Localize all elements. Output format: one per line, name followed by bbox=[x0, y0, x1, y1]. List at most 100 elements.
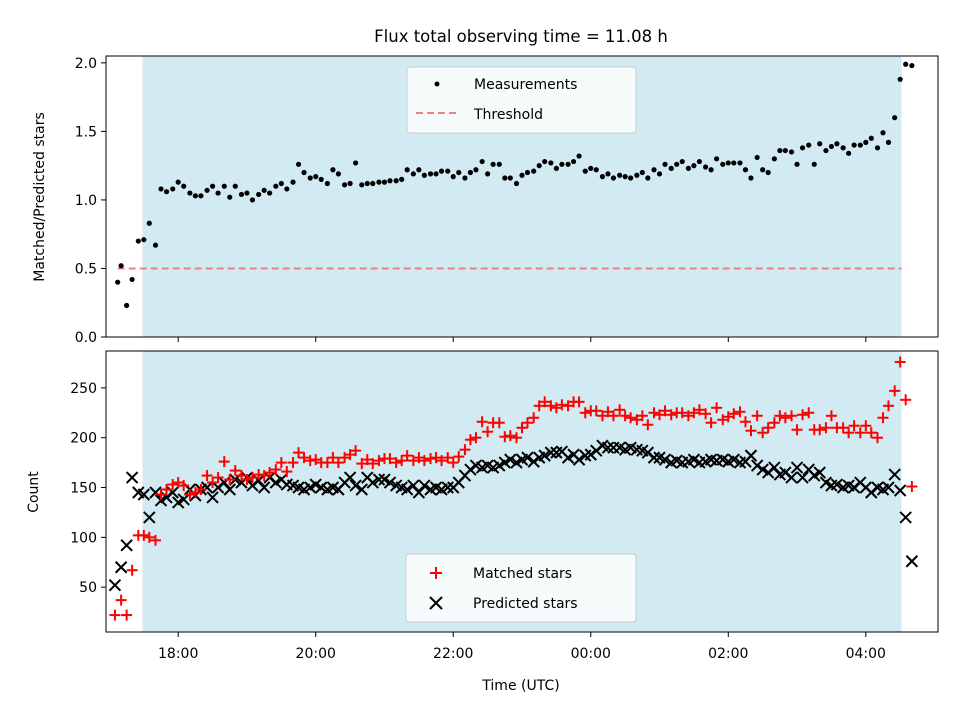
measurement-point bbox=[152, 242, 159, 248]
matched-star-marker bbox=[442, 452, 454, 464]
legend-measurements-marker bbox=[434, 81, 440, 87]
count-y-tick-label: 100 bbox=[70, 530, 97, 546]
measurement-point bbox=[874, 145, 881, 151]
measurement-point bbox=[170, 186, 176, 192]
matched-star-marker bbox=[504, 430, 516, 442]
count-x-tick-label: 22:00 bbox=[433, 646, 473, 662]
predicted-star-marker bbox=[601, 441, 615, 454]
matched-star-marker bbox=[768, 417, 780, 429]
matched-star-marker bbox=[779, 412, 791, 424]
measurement-point bbox=[731, 160, 737, 166]
measurement-point bbox=[720, 161, 726, 167]
matched-star-marker bbox=[550, 402, 562, 414]
measurement-point bbox=[462, 175, 468, 181]
measurement-point bbox=[485, 171, 491, 177]
matched-star-marker bbox=[665, 409, 677, 421]
matched-star-marker bbox=[722, 411, 734, 423]
measurement-point bbox=[851, 142, 857, 148]
predicted-star-marker bbox=[257, 481, 271, 494]
measurement-point bbox=[588, 165, 594, 171]
measurement-point bbox=[124, 302, 130, 309]
measurement-point bbox=[570, 158, 577, 165]
count-y-tick-label: 250 bbox=[70, 381, 97, 397]
predicted-star-marker bbox=[744, 449, 758, 462]
matched-star-marker bbox=[356, 458, 368, 470]
predicted-star-marker bbox=[888, 468, 901, 481]
matched-star-marker bbox=[619, 410, 631, 422]
matched-star-marker bbox=[700, 408, 712, 420]
measurement-point bbox=[473, 167, 479, 173]
measurement-point bbox=[387, 178, 393, 184]
matched-star-marker bbox=[246, 472, 258, 484]
matched-star-marker bbox=[235, 470, 247, 482]
matched-star-marker bbox=[155, 488, 167, 500]
predicted-star-marker bbox=[383, 476, 397, 489]
matched-star-marker bbox=[734, 406, 746, 418]
predicted-star-marker bbox=[527, 455, 540, 468]
measurement-point bbox=[696, 158, 703, 165]
ratio-y-tick-label: 0.5 bbox=[75, 261, 97, 277]
measurement-point bbox=[811, 161, 817, 167]
measurement-point bbox=[370, 180, 376, 187]
measurement-point bbox=[863, 139, 869, 145]
matched-star-marker bbox=[654, 409, 666, 421]
measurement-point bbox=[445, 168, 451, 174]
matched-star-marker bbox=[189, 486, 201, 498]
matched-star-marker bbox=[281, 466, 293, 478]
predicted-star-marker bbox=[768, 461, 781, 474]
matched-star-marker bbox=[705, 417, 717, 429]
measurement-point bbox=[725, 160, 731, 166]
measurement-point bbox=[204, 187, 210, 193]
predicted-star-marker bbox=[464, 463, 477, 476]
measurement-point bbox=[806, 142, 812, 148]
count-x-tick-label: 04:00 bbox=[846, 646, 886, 662]
count-panel: 50 100 150 200 250 18:00 20:00 22:00 00:00 02:00… bbox=[26, 350, 939, 694]
measurement-point bbox=[261, 187, 267, 193]
measurement-point bbox=[748, 175, 754, 181]
matched-star-marker bbox=[339, 452, 351, 464]
legend-matched-marker bbox=[430, 567, 442, 579]
measurement-point bbox=[158, 186, 164, 192]
measurement-points bbox=[115, 61, 915, 309]
measurement-point bbox=[215, 190, 221, 196]
count-x-tick-label: 00:00 bbox=[571, 646, 611, 662]
measurement-point bbox=[823, 147, 829, 154]
measurement-point bbox=[559, 161, 565, 167]
matched-star-marker bbox=[401, 450, 413, 462]
predicted-star-marker bbox=[521, 451, 534, 464]
chart-title: Flux total observing time = 11.08 h bbox=[374, 27, 668, 46]
matched-star-marker bbox=[533, 400, 545, 412]
predicted-stars-points bbox=[108, 439, 919, 592]
predicted-star-marker bbox=[412, 486, 426, 499]
matched-star-marker bbox=[659, 405, 671, 417]
measurement-point bbox=[771, 156, 777, 162]
matched-star-marker bbox=[693, 404, 705, 416]
matched-star-marker bbox=[786, 410, 798, 422]
measurement-point bbox=[502, 175, 508, 181]
predicted-star-marker bbox=[114, 561, 128, 574]
measurement-point bbox=[610, 175, 617, 181]
predicted-star-marker bbox=[790, 461, 804, 474]
ratio-axes-frame bbox=[105, 55, 939, 338]
matched-star-marker bbox=[161, 484, 173, 496]
matched-star-marker bbox=[843, 427, 855, 439]
measurement-point bbox=[880, 130, 886, 136]
matched-star-marker bbox=[648, 407, 660, 419]
matched-star-marker bbox=[143, 531, 155, 543]
measurement-point bbox=[605, 171, 611, 177]
matched-star-marker bbox=[573, 396, 585, 408]
ratio-x-ticks bbox=[177, 337, 867, 342]
matched-star-marker bbox=[676, 407, 688, 419]
matched-star-marker bbox=[121, 609, 133, 621]
matched-star-marker bbox=[562, 400, 574, 412]
predicted-star-marker bbox=[143, 511, 156, 524]
measurement-point bbox=[438, 168, 445, 174]
measurement-point bbox=[496, 161, 502, 167]
matched-star-marker bbox=[390, 457, 402, 469]
matched-star-marker bbox=[642, 419, 654, 431]
predicted-star-marker bbox=[407, 479, 420, 492]
measurement-point bbox=[897, 76, 903, 82]
matched-star-marker bbox=[493, 417, 505, 429]
measurement-point bbox=[404, 167, 410, 173]
measurement-point bbox=[662, 161, 668, 167]
